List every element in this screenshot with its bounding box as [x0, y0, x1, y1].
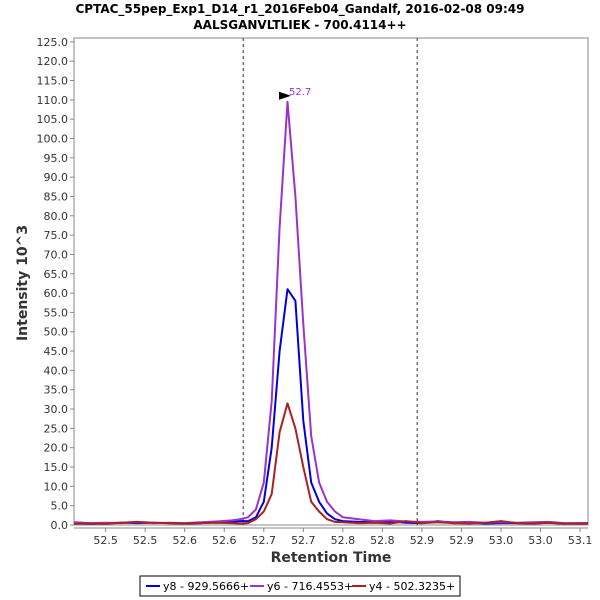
y-tick-label: 70.0 [44, 248, 69, 261]
y-tick-label: 55.0 [44, 306, 69, 319]
y-tick-label: 65.0 [44, 268, 69, 281]
peak-label: 52.7 [289, 87, 311, 98]
y-tick-label: 20.0 [44, 442, 69, 455]
series-lines [73, 100, 589, 525]
x-tick-label: 52.7 [291, 534, 316, 547]
x-tick-label: 53.1 [568, 534, 593, 547]
plot-area [73, 37, 589, 526]
y-tick-label: 115.0 [37, 75, 69, 88]
y-tick-label: 75.0 [44, 229, 69, 242]
x-tick-label: 52.6 [212, 534, 237, 547]
x-tick-label: 52.6 [172, 534, 197, 547]
y-tick-label: 85.0 [44, 190, 69, 203]
chart-title-line1: CPTAC_55pep_Exp1_D14_r1_2016Feb04_Gandal… [75, 2, 524, 17]
x-tick-label: 52.7 [252, 534, 277, 547]
y-tick-label: 120.0 [37, 55, 69, 68]
x-axis-label: Retention Time [271, 550, 392, 566]
x-tick-label: 52.9 [449, 534, 474, 547]
y-tick-label: 100.0 [37, 132, 69, 145]
y-tick-label: 15.0 [44, 461, 69, 474]
x-tick-label: 53.0 [528, 534, 553, 547]
legend-label: y8 - 929.5666+ [163, 580, 249, 593]
x-tick-label: 52.5 [93, 534, 118, 547]
y-tick-label: 50.0 [44, 326, 69, 339]
y-tick-label: 35.0 [44, 384, 69, 397]
chart-title-line2: AALSGANVLTLIEK - 700.4114++ [193, 18, 406, 32]
peak-arrow-icon [279, 91, 292, 100]
y-axis-label: Intensity 10^3 [15, 225, 31, 341]
legend-box [139, 575, 461, 597]
series-line-3 [73, 402, 588, 525]
x-tick-label: 52.8 [370, 534, 395, 547]
x-tick-label: 53.0 [489, 534, 514, 547]
y-tick-label: 110.0 [37, 94, 69, 107]
y-tick-label: 80.0 [44, 210, 69, 223]
x-tick-label: 52.8 [331, 534, 356, 547]
y-tick-label: 105.0 [37, 113, 69, 126]
y-tick-label: 40.0 [44, 364, 69, 377]
plot-frame [73, 37, 589, 526]
y-axis: 0.0 5.0 10.0 15.0 20.0 25.0 30.0 35.0 40.0 45.0 50… [37, 36, 75, 532]
y-tick-label: 95.0 [44, 152, 69, 165]
peak-annotation: 52.7 [279, 87, 311, 100]
y-tick-label: 30.0 [44, 403, 69, 416]
x-axis: 52.5 52.5 52.6 52.6 52.7 52.7 52.8 52.8 52.9 52.9… [74, 527, 593, 547]
x-tick-label: 52.5 [133, 534, 158, 547]
y-tick-label: 5.0 [51, 500, 69, 513]
legend-label: y4 - 502.3235+ [369, 580, 455, 593]
y-tick-label: 60.0 [44, 287, 69, 300]
y-tick-label: 25.0 [44, 422, 69, 435]
x-tick-label: 52.9 [410, 534, 435, 547]
y-tick-label: 0.0 [51, 519, 69, 532]
y-tick-label: 125.0 [37, 36, 69, 49]
y-tick-label: 90.0 [44, 171, 69, 184]
legend-label: y6 - 716.4553+ [267, 580, 353, 593]
y-tick-label: 45.0 [44, 345, 69, 358]
y-tick-label: 10.0 [44, 480, 69, 493]
legend: y8 - 929.5666+ y6 - 716.4553+ y4 - 502.323… [139, 575, 461, 597]
